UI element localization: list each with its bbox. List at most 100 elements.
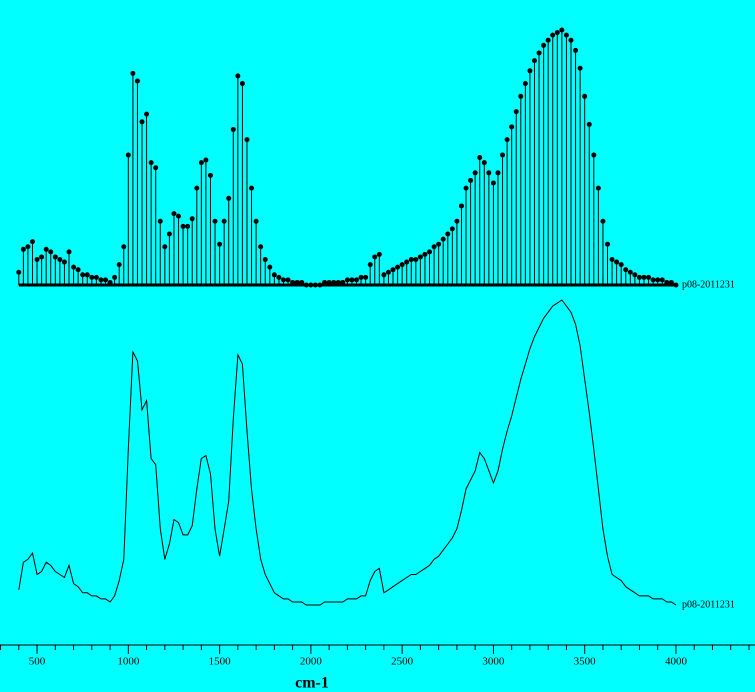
stem-dot xyxy=(303,282,309,288)
stem-dot xyxy=(235,73,241,79)
stem-dot xyxy=(230,126,236,132)
stem-dot xyxy=(636,274,642,280)
stem-dot xyxy=(513,109,519,115)
stem-dot xyxy=(600,218,606,224)
stem-dot xyxy=(271,272,277,278)
stem-dot xyxy=(618,262,624,268)
stem-dot xyxy=(559,27,565,33)
stem-dot xyxy=(34,257,40,262)
stem-dot xyxy=(121,244,127,250)
stem-dot xyxy=(253,218,259,224)
stem-dot xyxy=(577,65,583,71)
stem-dot xyxy=(445,231,451,237)
stem-dot xyxy=(153,165,159,171)
stem-dot xyxy=(39,254,45,260)
stem-dot xyxy=(417,254,423,260)
x-tick-label: 1500 xyxy=(209,656,232,668)
stem-dot xyxy=(198,160,204,166)
stem-dot xyxy=(290,279,296,285)
x-tick-label: 500 xyxy=(29,656,46,668)
stem-dot xyxy=(440,236,446,242)
stem-dot xyxy=(605,241,611,247)
stem-dot xyxy=(322,279,328,285)
stem-dot xyxy=(367,262,373,268)
stem-dot xyxy=(522,81,528,87)
stem-dot xyxy=(166,231,172,237)
stem-dot xyxy=(413,257,419,262)
stem-dot xyxy=(641,274,647,280)
stem-dot xyxy=(276,274,282,280)
stem-dot xyxy=(61,259,67,265)
stem-dot xyxy=(89,274,95,280)
stem-dot xyxy=(481,160,487,166)
stem-dot xyxy=(436,241,442,247)
stem-dot xyxy=(294,279,300,285)
x-tick-label: 2000 xyxy=(300,656,323,668)
stem-dot xyxy=(144,111,150,117)
stem-dot xyxy=(80,272,86,278)
stem-dot xyxy=(130,70,136,76)
stem-dot xyxy=(431,244,437,250)
stem-dot xyxy=(176,213,182,219)
stem-dot xyxy=(472,170,478,176)
stem-dot xyxy=(408,257,414,262)
stem-dot xyxy=(486,170,492,176)
stem-dot xyxy=(308,282,314,288)
stem-dot xyxy=(48,249,54,255)
stem-dot xyxy=(381,272,387,278)
stem-dot xyxy=(536,50,542,56)
stem-dot xyxy=(71,264,77,270)
stem-dot xyxy=(390,267,396,273)
stem-dot xyxy=(591,152,597,158)
x-tick-label: 3500 xyxy=(574,656,597,668)
series-label: p08-2011231 xyxy=(682,599,735,610)
stem-dot xyxy=(541,42,547,48)
stem-dot xyxy=(244,137,250,143)
stem-dot xyxy=(582,93,588,99)
stem-dot xyxy=(162,244,168,250)
stem-dot xyxy=(66,249,72,255)
stem-dot xyxy=(212,218,218,224)
stem-dot xyxy=(490,180,496,186)
stem-dot xyxy=(550,32,556,38)
stem-dot xyxy=(655,277,661,283)
stem-dot xyxy=(458,203,464,209)
stem-dot xyxy=(659,277,665,283)
series-label: p08-2011231 xyxy=(682,279,735,290)
stem-dot xyxy=(148,160,154,166)
stem-dot xyxy=(280,277,286,283)
stem-dot xyxy=(463,185,469,191)
stem-dot xyxy=(93,274,99,280)
stem-dot xyxy=(586,121,592,127)
stem-dot xyxy=(226,195,232,201)
stem-dot xyxy=(668,279,674,285)
stem-dot xyxy=(363,274,369,280)
stem-dot xyxy=(317,282,323,288)
stem-dot xyxy=(217,241,223,247)
stem-dot xyxy=(518,93,524,99)
stem-dot xyxy=(134,78,140,84)
stem-dot xyxy=(427,249,433,255)
stem-dot xyxy=(477,155,483,160)
stem-dot xyxy=(189,216,195,222)
stem-dot xyxy=(262,257,268,262)
stem-dot xyxy=(75,267,81,273)
stem-dot xyxy=(239,81,245,87)
stem-dot xyxy=(632,272,638,278)
stem-dot xyxy=(116,262,122,268)
stem-dot xyxy=(249,185,255,191)
x-tick-label: 3000 xyxy=(482,656,505,668)
stem-dot xyxy=(454,218,460,224)
stem-dot xyxy=(25,244,31,250)
spectrum-line xyxy=(18,299,677,606)
stem-dot xyxy=(422,251,428,257)
stem-dot xyxy=(331,279,337,285)
stem-dot xyxy=(354,277,360,283)
stem-dot xyxy=(258,244,264,250)
stem-dot xyxy=(495,170,501,176)
stem-dot xyxy=(504,137,510,143)
x-tick-label: 2500 xyxy=(391,656,414,668)
stem-dot xyxy=(312,282,318,288)
stem-dot xyxy=(449,226,455,232)
